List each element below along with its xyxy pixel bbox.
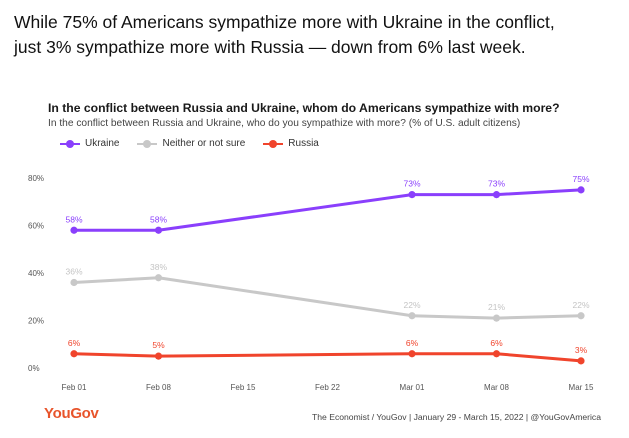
data-label: 36%	[65, 267, 82, 277]
x-tick-label: Mar 08	[484, 383, 509, 392]
y-tick-label: 40%	[28, 269, 44, 278]
legend-swatch	[263, 139, 284, 149]
y-tick-label: 60%	[28, 222, 44, 231]
data-label: 38%	[150, 262, 167, 272]
data-label: 6%	[406, 338, 419, 348]
x-tick-label: Mar 15	[569, 383, 594, 392]
data-label: 58%	[65, 214, 82, 224]
data-point	[408, 312, 416, 320]
data-label: 75%	[572, 174, 589, 184]
headline-line-2: just 3% sympathize more with Russia — do…	[14, 37, 526, 57]
chart-subtitle: In the conflict between Russia and Ukrai…	[48, 118, 521, 129]
legend-label: Ukraine	[85, 138, 120, 149]
data-point	[70, 278, 78, 287]
data-label: 6%	[490, 338, 503, 348]
legend-swatch	[60, 139, 80, 149]
yougov-logo: YouGov	[44, 405, 99, 422]
x-tick-label: Feb 15	[231, 383, 256, 392]
x-tick-label: Feb 08	[146, 383, 171, 392]
data-point	[492, 314, 501, 322]
x-tick-label: Feb 22	[315, 383, 340, 392]
data-point	[154, 226, 163, 234]
data-point	[577, 186, 585, 194]
data-label: 5%	[152, 340, 165, 350]
data-point	[70, 226, 78, 234]
legend-label: Neither or not sure	[162, 138, 246, 149]
data-point	[492, 350, 501, 358]
x-tick-label: Feb 01	[62, 383, 87, 392]
data-label: 58%	[150, 214, 167, 224]
y-tick-label: 0%	[28, 364, 40, 373]
data-point	[70, 350, 78, 358]
x-tick-label: Mar 01	[400, 383, 425, 392]
data-point	[492, 191, 501, 199]
legend-item: Ukraine	[60, 138, 119, 149]
data-label: 73%	[403, 179, 420, 189]
data-point	[408, 191, 416, 199]
data-point	[154, 352, 163, 360]
legend-label: Russia	[288, 138, 319, 149]
series-line-russia	[72, 352, 583, 363]
data-point	[577, 357, 585, 365]
legend-swatch	[137, 139, 158, 149]
y-tick-label: 80%	[28, 174, 44, 183]
headline: While 75% of Americans sympathize more w…	[14, 10, 614, 60]
data-label: 21%	[488, 302, 505, 312]
data-label: 3%	[575, 345, 588, 355]
data-label: 73%	[488, 179, 505, 189]
headline-line-1: While 75% of Americans sympathize more w…	[14, 12, 555, 32]
data-label: 6%	[68, 338, 81, 348]
data-point	[154, 274, 163, 282]
legend-item: Russia	[263, 138, 319, 149]
data-label: 22%	[403, 300, 420, 310]
y-tick-label: 20%	[28, 317, 44, 326]
chart-title: In the conflict between Russia and Ukrai…	[48, 101, 560, 115]
data-point	[408, 350, 416, 358]
data-label: 22%	[572, 300, 589, 310]
chart-legend: Ukraine Neither or not sure Russia	[60, 138, 337, 149]
data-point	[577, 312, 585, 320]
legend-item: Neither or not sure	[137, 138, 245, 149]
source-note: The Economist / YouGov | January 29 - Ma…	[312, 412, 601, 422]
